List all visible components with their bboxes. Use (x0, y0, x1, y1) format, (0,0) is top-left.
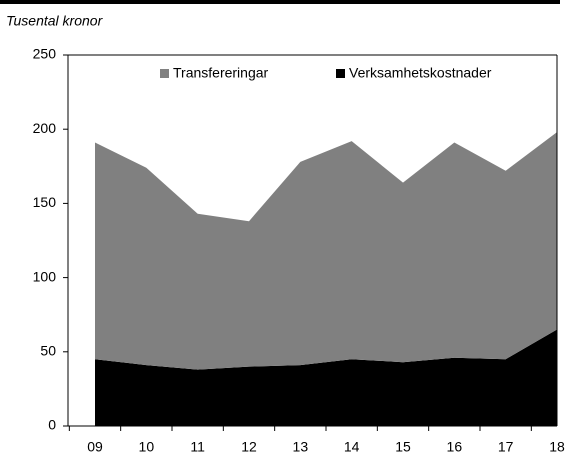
y-tick-label: 50 (40, 343, 56, 359)
x-tick-label: 12 (241, 439, 257, 455)
x-tick-label: 15 (395, 439, 411, 455)
x-tick-label: 18 (549, 439, 565, 455)
legend-swatch (160, 69, 169, 78)
x-tick-label: 09 (87, 439, 103, 455)
area (95, 132, 557, 370)
y-tick-label: 250 (33, 46, 57, 62)
legend-swatch (336, 69, 345, 78)
y-tick-label: 100 (33, 268, 57, 284)
legend-label: Transfereringar (173, 65, 269, 81)
x-tick-label: 14 (344, 439, 360, 455)
title-strip (0, 0, 560, 4)
x-tick-label: 11 (190, 439, 205, 455)
area (95, 329, 557, 426)
x-tick-label: 17 (498, 439, 514, 455)
y-tick-label: 0 (48, 417, 56, 433)
chart-subtitle: Tusental kronor (6, 13, 104, 29)
y-tick-label: 200 (33, 120, 57, 136)
y-tick-label: 150 (33, 194, 57, 210)
legend-label: Verksamhetskostnader (349, 65, 492, 81)
x-tick-label: 13 (293, 439, 309, 455)
x-tick-label: 10 (139, 439, 155, 455)
x-tick-label: 16 (447, 439, 463, 455)
